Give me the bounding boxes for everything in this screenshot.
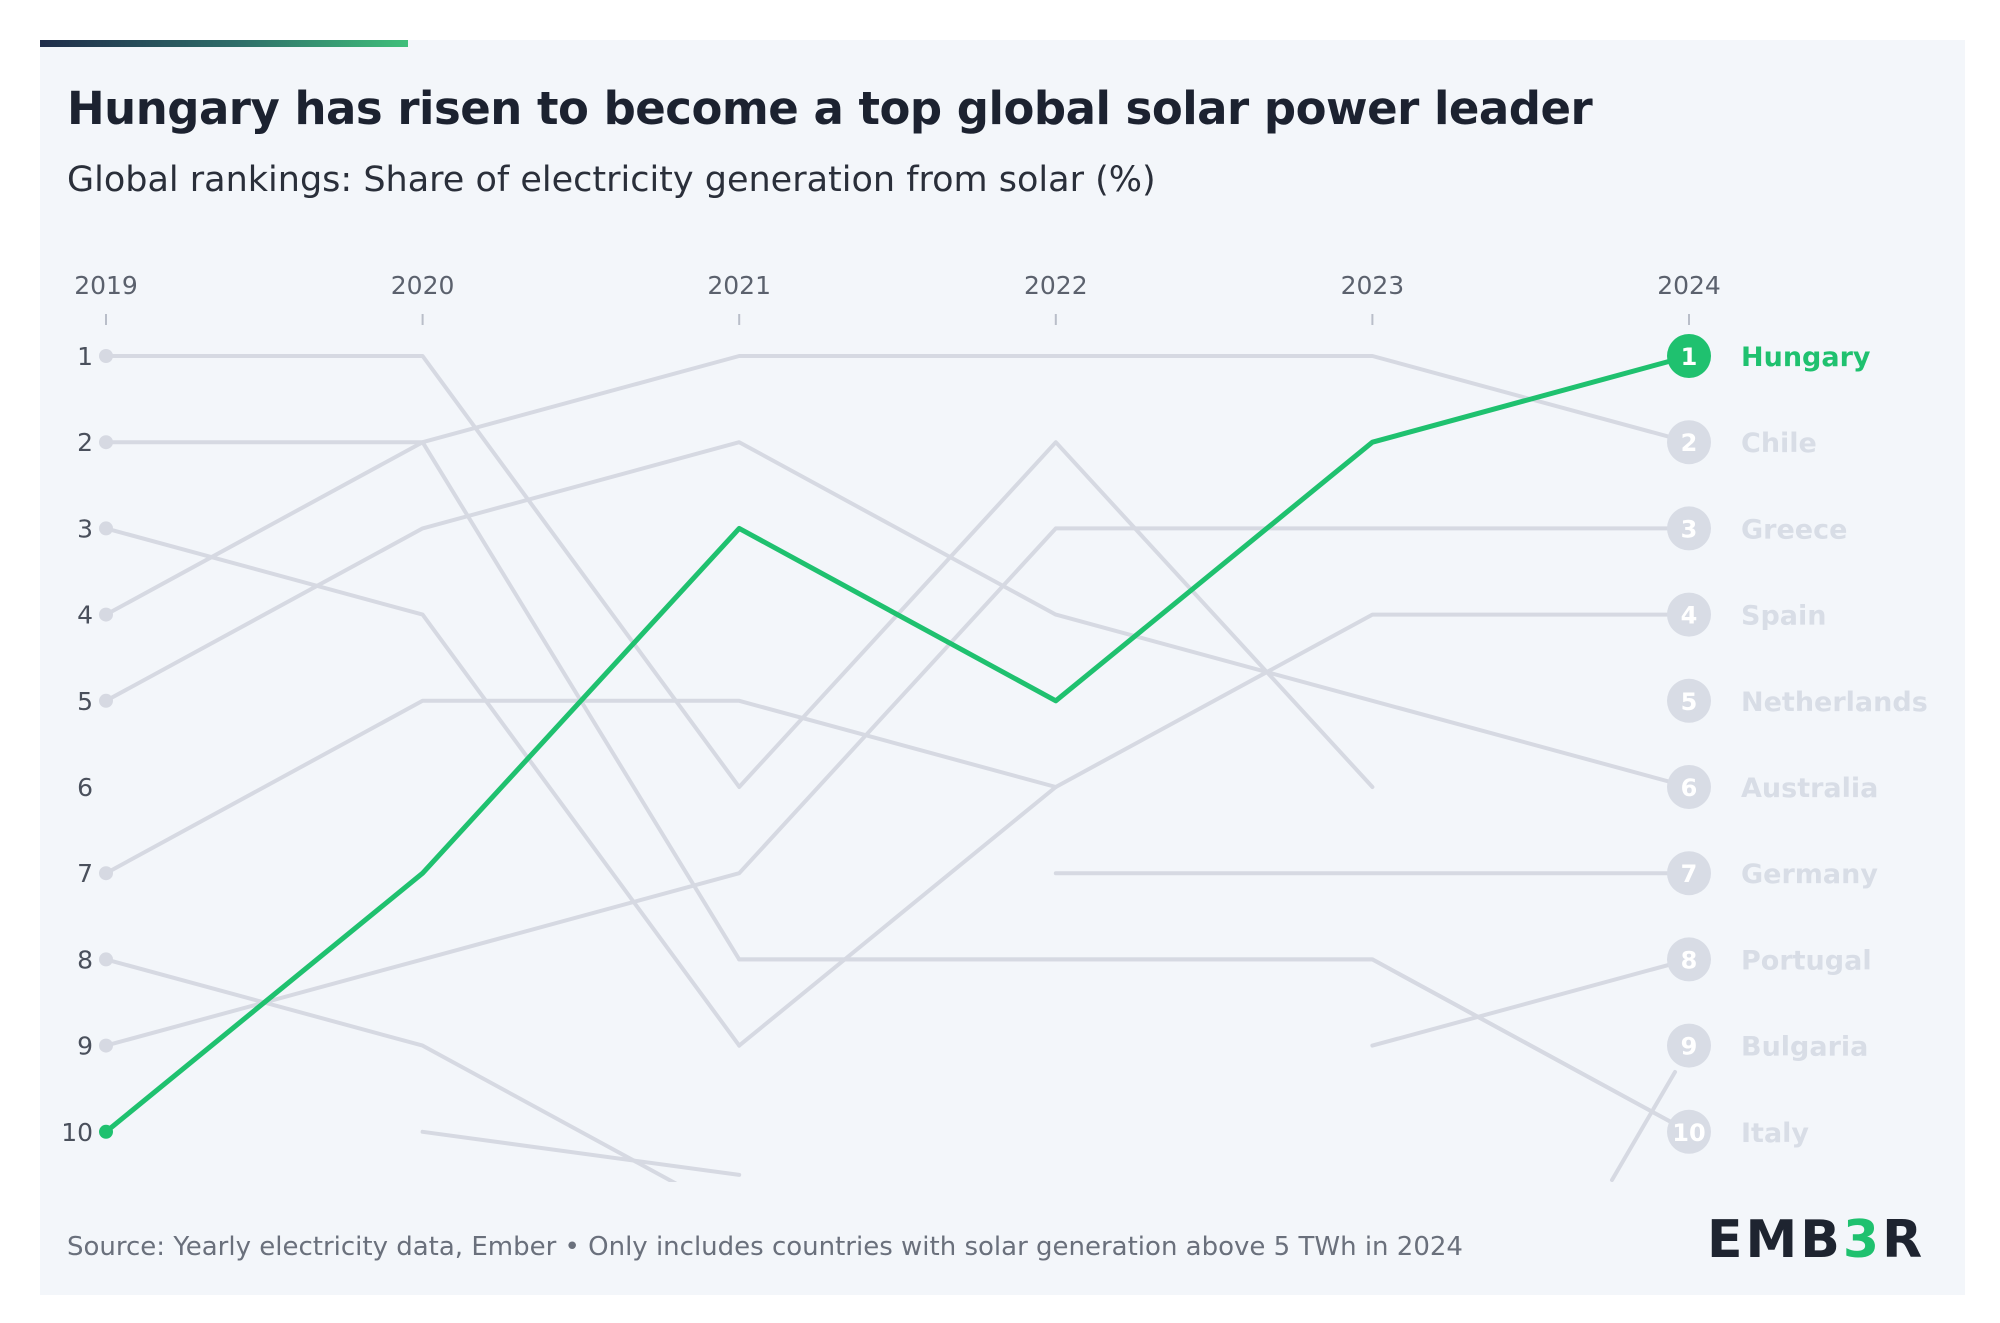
rank-badge-chile <box>1667 420 1711 465</box>
muted-line-extra-1-start-dot <box>99 521 113 536</box>
rank-number-italy: 10 <box>1672 1119 1705 1147</box>
y-tick-label-5: 5 <box>77 687 93 716</box>
country-label-spain: Spain <box>1741 601 1826 632</box>
line-chile-start-dot <box>99 349 113 363</box>
rank-badge-greece <box>1667 506 1711 551</box>
ember-logo: EMB3R <box>1707 1210 1925 1270</box>
rank-badge-portugal <box>1667 937 1711 982</box>
chart-card <box>40 40 1965 1295</box>
rank-badge-netherlands <box>1667 678 1711 723</box>
y-tick-label-10: 10 <box>61 1118 93 1147</box>
logo-text-c: R <box>1882 1210 1926 1270</box>
muted-series-lines <box>99 349 1691 1182</box>
rank-badge-italy <box>1667 1109 1711 1154</box>
y-tick-label-7: 7 <box>77 859 93 888</box>
line-australia-segment-0 <box>104 440 1691 789</box>
x-axis: 2019 2020 2021 2022 2023 2024 <box>74 271 1721 325</box>
country-label-hungary: Hungary <box>1741 342 1871 373</box>
highlight-series-line <box>99 353 1692 1139</box>
end-labels: 1 Hungary 2 Chile 3 Greece 4 Spain 5 Netherlands 6… <box>1667 334 1928 1154</box>
x-tick-label-2024: 2024 <box>1657 271 1721 300</box>
muted-line-extra-0-segment-0 <box>104 440 1691 1134</box>
muted-line-extra-3-segment-0 <box>420 1129 742 1177</box>
x-tick-label-2019: 2019 <box>74 271 138 300</box>
country-label-australia: Australia <box>1741 773 1878 804</box>
y-tick-label-6: 6 <box>77 773 93 802</box>
y-tick-label-2: 2 <box>77 428 93 457</box>
rank-number-chile: 2 <box>1681 429 1698 457</box>
chart-subtitle: Global rankings: Share of electricity ge… <box>67 160 1156 200</box>
rank-number-spain: 4 <box>1681 602 1698 630</box>
rank-badge-spain <box>1667 592 1711 637</box>
logo-text-b: 3 <box>1842 1210 1883 1270</box>
accent-bar <box>40 40 408 47</box>
line-spain-segment-0 <box>737 612 1691 1048</box>
line-germany-segment-0 <box>737 957 1691 1134</box>
y-tick-label-3: 3 <box>77 514 93 543</box>
line-italy-segment-0 <box>104 698 1058 876</box>
rank-number-australia: 6 <box>1681 774 1698 802</box>
country-label-bulgaria: Bulgaria <box>1741 1032 1868 1063</box>
rank-number-hungary: 1 <box>1681 343 1698 371</box>
chart-title: Hungary has risen to become a top global… <box>67 82 1593 135</box>
line-greece-start-dot <box>99 1038 113 1053</box>
country-label-germany: Germany <box>1741 859 1878 890</box>
y-tick-label-9: 9 <box>77 1032 93 1061</box>
rank-badge-australia <box>1667 765 1711 809</box>
x-tick-label-2021: 2021 <box>707 271 771 300</box>
logo-text-a: EMB <box>1707 1210 1843 1270</box>
rank-number-germany: 7 <box>1681 860 1698 888</box>
rank-number-portugal: 8 <box>1681 946 1698 974</box>
country-label-netherlands: Netherlands <box>1741 687 1928 718</box>
country-label-portugal: Portugal <box>1741 945 1872 976</box>
line-chile-segment-0 <box>104 354 1375 789</box>
muted-line-extra-2-segment-0 <box>104 957 678 1182</box>
y-tick-label-4: 4 <box>77 601 93 630</box>
rank-number-greece: 3 <box>1681 515 1698 543</box>
line-netherlands-start-dot <box>99 607 113 622</box>
line-bulgaria-entry <box>1610 1070 1677 1182</box>
country-label-chile: Chile <box>1741 428 1817 459</box>
rank-number-bulgaria: 9 <box>1681 1033 1698 1061</box>
rank-badge-hungary <box>1667 334 1711 378</box>
rank-badge-germany <box>1667 851 1711 896</box>
line-italy-start-dot <box>99 866 113 881</box>
rank-number-netherlands: 5 <box>1681 688 1698 716</box>
y-tick-label-1: 1 <box>77 342 93 371</box>
rank-badge-bulgaria <box>1667 1023 1711 1068</box>
muted-line-extra-2-start-dot <box>99 952 113 967</box>
line-greece-segment-0 <box>104 526 1691 1048</box>
x-tick-label-2022: 2022 <box>1024 271 1088 300</box>
country-label-greece: Greece <box>1741 514 1847 545</box>
line-portugal-segment-0 <box>1370 957 1691 1048</box>
y-axis: 1 2 3 4 5 6 7 8 9 10 <box>61 342 93 1147</box>
x-tick-label-2020: 2020 <box>391 271 455 300</box>
muted-line-extra-0-start-dot <box>99 435 113 450</box>
line-hungary-segment-0 <box>103 353 1692 1135</box>
line-hungary-start-dot <box>99 1124 113 1139</box>
country-label-italy: Italy <box>1741 1118 1809 1149</box>
line-australia-start-dot <box>99 693 113 708</box>
muted-line-extra-1-segment-0 <box>104 526 742 1048</box>
source-note: Source: Yearly electricity data, Ember •… <box>67 1232 1463 1262</box>
line-netherlands-segment-0 <box>104 354 1691 617</box>
x-tick-label-2023: 2023 <box>1341 271 1405 300</box>
y-tick-label-8: 8 <box>77 945 93 974</box>
